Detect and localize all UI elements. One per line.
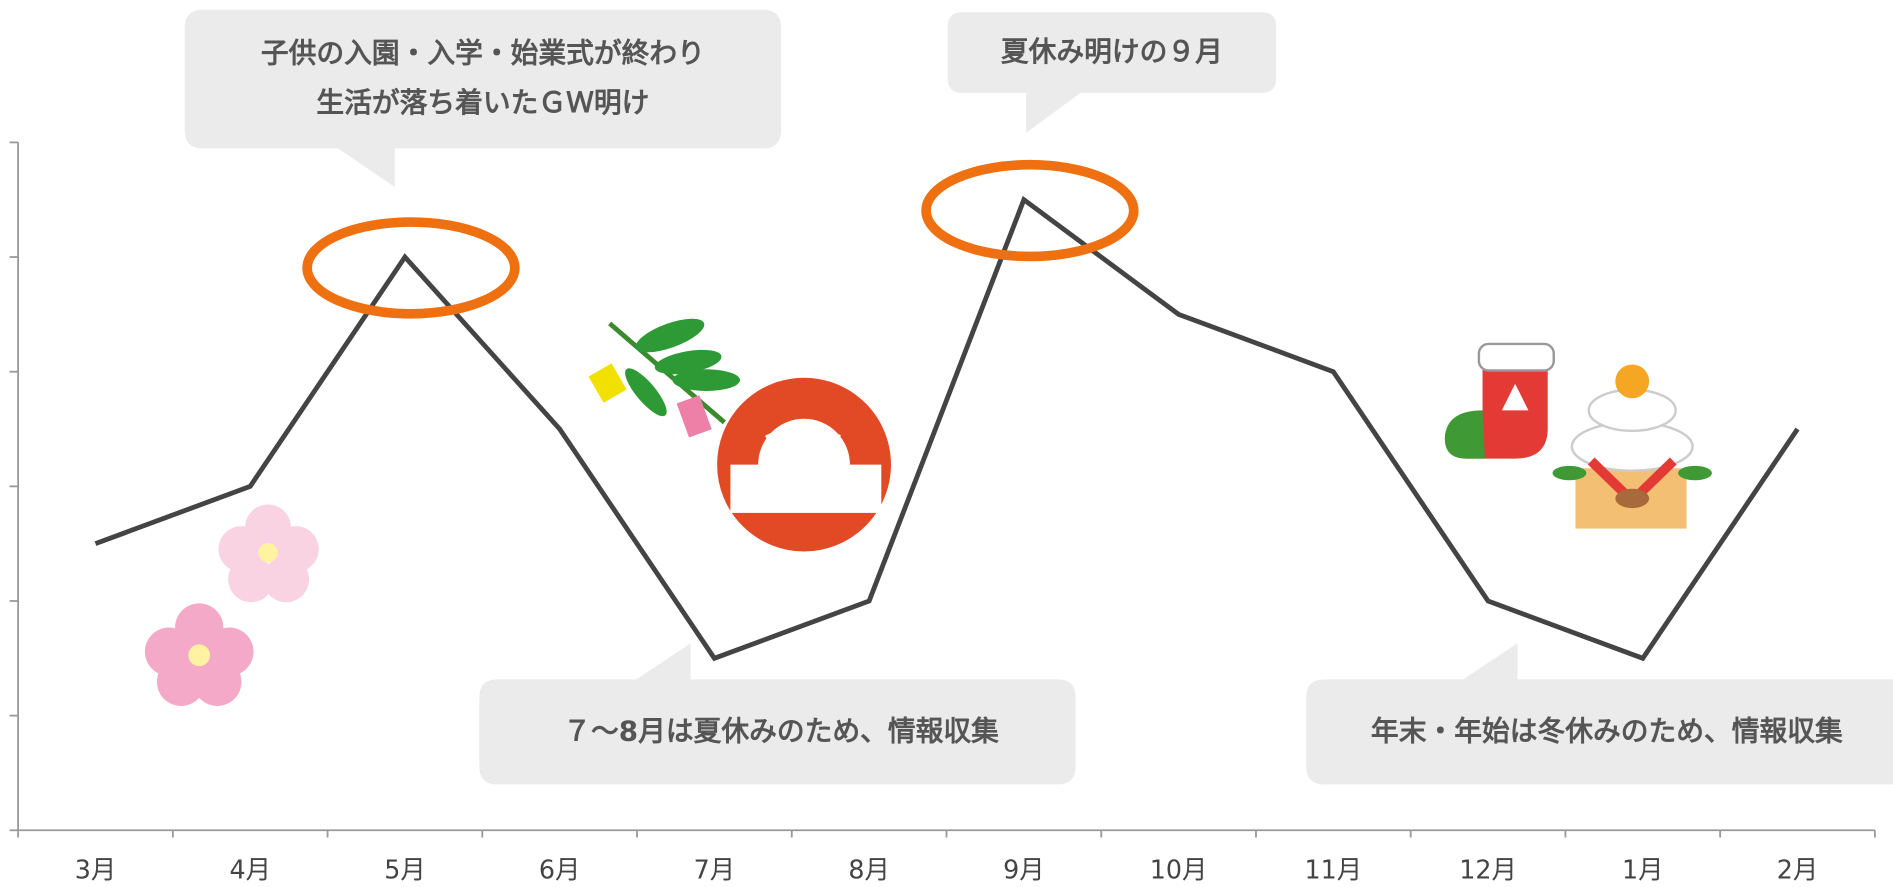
callout-box — [948, 12, 1276, 133]
x-tick-label: 2月 — [1777, 854, 1818, 884]
float-ring — [730, 398, 881, 531]
annotation: 夏休み明けの９月 — [1001, 35, 1223, 68]
highlight-ring — [926, 165, 1134, 257]
highlight-ring — [307, 222, 515, 314]
x-tick-label: 5月 — [384, 854, 425, 884]
x-tick-label: 10月 — [1150, 854, 1208, 884]
annotation: 年末・年始は冬休みのため、情報収集 — [1371, 715, 1843, 748]
decorations — [145, 312, 1712, 706]
annotation: 子供の入園・入学・始業式が終わり — [261, 36, 705, 69]
x-tick-label: 1月 — [1622, 854, 1663, 884]
x-tick-label: 8月 — [848, 854, 889, 884]
annotation: 生活が落ち着いたＧＷ明け — [316, 86, 649, 119]
tanabata — [589, 312, 741, 438]
x-tick-label: 6月 — [539, 854, 580, 884]
chart: 子供の入園・入学・始業式が終わり 生活が落ち着いたＧＷ明け 夏休み明けの９月 ７… — [0, 0, 1893, 887]
x-tick-label: 11月 — [1305, 854, 1363, 884]
x-tick-label: 4月 — [229, 854, 270, 884]
sakura — [145, 504, 319, 706]
stocking — [1445, 344, 1554, 459]
x-tick-label: 9月 — [1003, 854, 1044, 884]
x-tick-label: 3月 — [75, 854, 116, 884]
x-tick-label: 7月 — [694, 854, 735, 884]
annotation: ７～8月は夏休みのため、情報収集 — [563, 715, 999, 748]
page: 子供の入園・入学・始業式が終わり 生活が落ち着いたＧＷ明け 夏休み明けの９月 ７… — [0, 0, 1893, 887]
x-tick-label: 12月 — [1459, 854, 1517, 884]
kagami-mochi — [1553, 364, 1712, 528]
